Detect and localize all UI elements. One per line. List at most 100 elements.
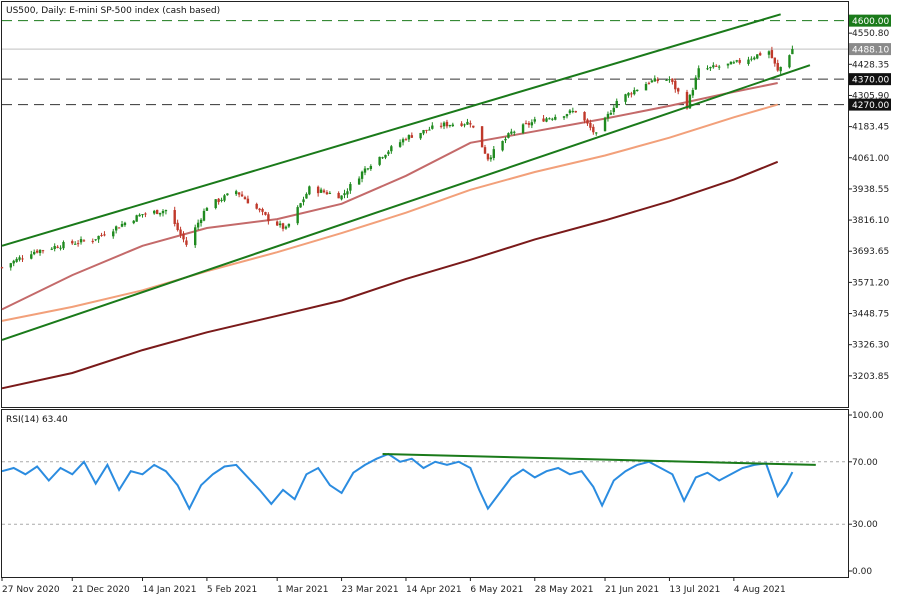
candle-body [38,249,42,254]
candle-body [504,138,507,141]
candle [308,185,311,196]
candle-body [486,153,490,160]
candle [337,191,340,199]
candle-body [697,68,700,78]
candle [132,219,135,225]
candle [12,259,15,267]
date-axis-label: 4 Aug 2021 [734,585,786,595]
price-axis-label: 4183.45 [852,123,889,133]
candle-body [779,66,782,72]
candle [507,132,510,139]
candle [562,115,566,120]
candle [305,192,308,199]
moving-average-line-0 [1,82,778,311]
candle-body [636,89,639,92]
candle [275,220,279,226]
date-axis-label: 14 Apr 2021 [406,585,462,595]
candle-body [35,250,39,253]
candle [726,63,730,69]
candle-body [337,192,340,199]
candle [56,245,59,249]
candle [117,227,121,229]
candle [346,188,349,198]
candle [369,164,373,171]
candle [302,196,305,206]
candle-body [595,132,598,134]
candle-body [384,154,387,158]
candle [278,220,282,228]
candle [697,65,700,80]
candle [202,208,206,222]
candle-body [185,240,188,245]
candle-body [568,110,572,113]
candle [451,122,455,127]
candle-body [296,207,299,224]
candle [583,111,586,124]
date-axis-label: 23 Mar 2021 [342,585,399,595]
candle-body [463,124,466,126]
candle-body [158,212,162,215]
candle-body [694,77,697,90]
candle-body [363,168,367,173]
candle-body [773,57,777,64]
candle [510,128,513,135]
candle [644,81,648,91]
candle [357,176,361,185]
candle [401,137,405,146]
candle-body [369,165,373,169]
candle [82,239,86,242]
candle [214,199,217,210]
candle [758,51,762,56]
candle-body [308,186,311,195]
candle [144,212,147,218]
candle [41,249,45,254]
candle [387,149,390,156]
candle-body [548,118,551,120]
candle-body [278,223,282,226]
rsi-panel [1,452,848,525]
candle-body [217,198,220,203]
candle [404,137,408,141]
candle-body [267,214,270,222]
candle [366,167,370,171]
candle [255,202,258,210]
candle-body [451,124,455,127]
price-axis-label: 3326.30 [852,341,889,351]
candle-body [319,189,323,193]
price-label-box [849,43,891,56]
candle [788,54,791,69]
candle-body [425,129,428,131]
candle-body [422,130,425,134]
candle [469,120,472,128]
candle-body [551,118,554,120]
rsi-axis-label: 30.00 [852,520,878,530]
price-label: 4270.00 [852,101,889,111]
price-axis-label: 3693.65 [852,247,889,257]
candle [9,262,12,271]
moving-average-line-2 [1,160,779,390]
candle-body [753,57,756,60]
candle [340,195,343,201]
candle [492,146,495,161]
candle [196,219,200,231]
candle-body [100,234,103,236]
candle [360,170,364,183]
candle [264,211,267,216]
candle [691,87,695,98]
price-label-box [849,73,891,86]
candle [753,56,756,61]
candle-body [674,80,677,90]
candle [738,58,741,65]
candle [59,245,62,251]
candle-body [161,210,165,214]
candle-body [138,214,141,217]
candle-body [469,123,472,125]
candle [466,118,469,125]
candle-body [633,90,636,95]
candle-body [325,192,329,195]
candle [524,120,528,125]
candle-body [284,226,288,229]
date-axis-label: 27 Nov 2020 [2,585,60,595]
candle-body [381,157,384,159]
